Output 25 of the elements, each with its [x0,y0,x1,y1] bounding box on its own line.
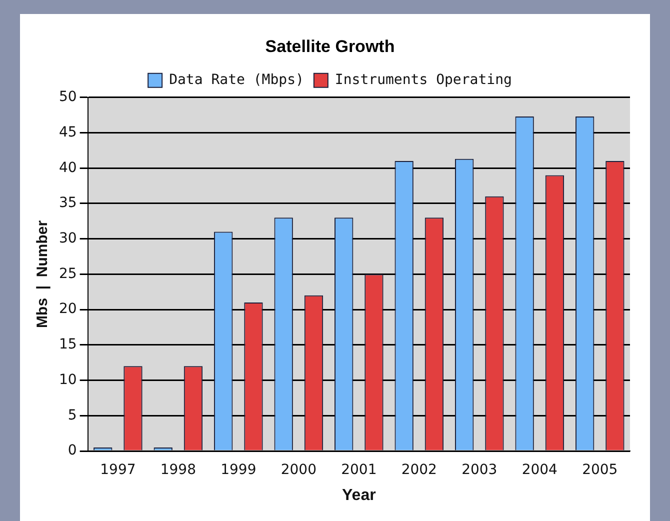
y-tick-label: 50 [58,89,77,106]
y-tick-label: 45 [58,124,77,140]
x-tick-label: 2001 [341,462,377,478]
chart-title: Satellite Growth [265,36,395,56]
x-tick-label: 2002 [401,462,437,478]
x-tick-label: 2000 [280,462,316,478]
x-tick-label: 2005 [582,462,618,478]
x-tick-label: 1997 [100,462,136,478]
y-tick-label: 20 [58,301,77,318]
y-tick-label: 5 [68,407,77,424]
x-tick-label: 1999 [220,462,256,478]
y-tick-label: 40 [58,160,77,176]
y-tick-label: 30 [58,230,77,246]
x-tick-label: 2003 [462,462,498,478]
y-tick-label: 25 [58,266,77,282]
y-tick-label: 35 [58,195,77,212]
x-axis-title: Year [342,486,376,504]
x-tick-label: 2004 [522,462,558,478]
x-tick-label: 1998 [160,462,196,478]
legend-label: Instruments Operating [334,72,512,88]
y-tick-label: 0 [68,442,77,459]
y-tick-label: 10 [58,372,77,388]
y-tick-label: 15 [58,336,77,353]
y-axis-title: Mbs | Number [34,220,52,328]
legend-label: Data Rate (Mbps) [169,72,304,88]
